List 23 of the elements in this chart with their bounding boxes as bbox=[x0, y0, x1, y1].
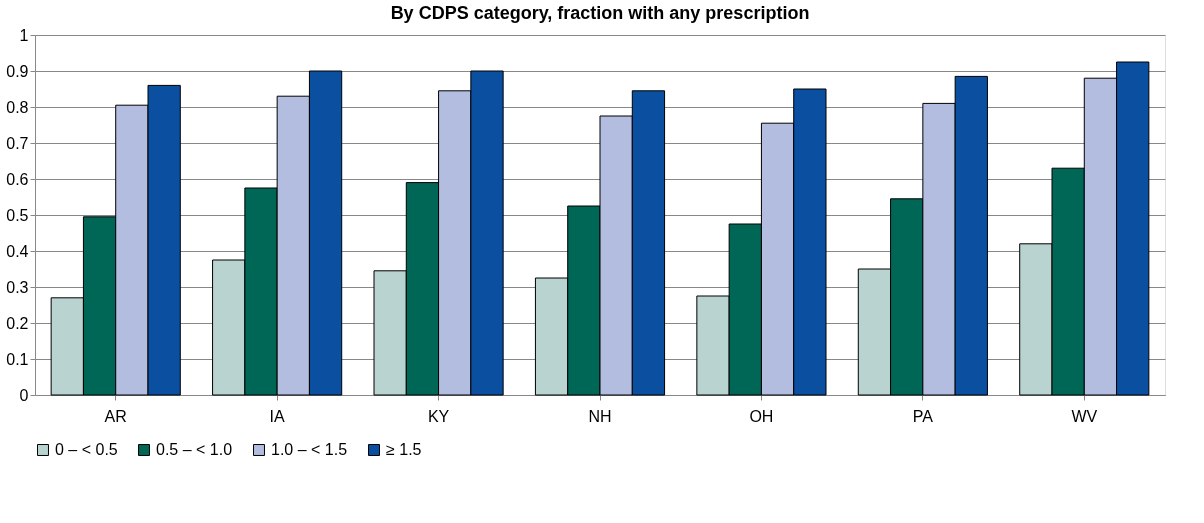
y-tick-label: 0.5 bbox=[6, 206, 29, 224]
y-tick-label: 0.8 bbox=[6, 98, 29, 116]
legend-label: ≥ 1.5 bbox=[386, 441, 422, 458]
chart-title: By CDPS category, fraction with any prescription bbox=[390, 3, 810, 23]
x-tick-label: OH bbox=[749, 407, 774, 425]
y-tick-label: 0 bbox=[19, 386, 29, 404]
y-tick-label: 0.1 bbox=[6, 350, 29, 368]
x-tick-label: PA bbox=[912, 407, 934, 425]
x-tick-label: IA bbox=[269, 407, 286, 425]
legend-label: 0 – < 0.5 bbox=[55, 441, 118, 458]
x-tick-label: KY bbox=[427, 407, 450, 425]
y-tick-label: 0.3 bbox=[6, 278, 29, 296]
y-tick-label: 0.7 bbox=[6, 134, 29, 152]
y-tick-label: 0.6 bbox=[6, 170, 29, 188]
y-tick-label: 0.2 bbox=[6, 314, 29, 332]
x-tick-label: NH bbox=[588, 407, 612, 425]
x-tick-label: AR bbox=[104, 407, 127, 425]
y-tick-label: 0.4 bbox=[6, 242, 29, 260]
legend-label: 1.0 – < 1.5 bbox=[271, 441, 348, 458]
y-tick-label: 0.9 bbox=[6, 62, 29, 80]
x-tick-label: WV bbox=[1071, 407, 1098, 425]
y-tick-label: 1 bbox=[19, 26, 29, 44]
legend-label: 0.5 – < 1.0 bbox=[156, 441, 233, 458]
